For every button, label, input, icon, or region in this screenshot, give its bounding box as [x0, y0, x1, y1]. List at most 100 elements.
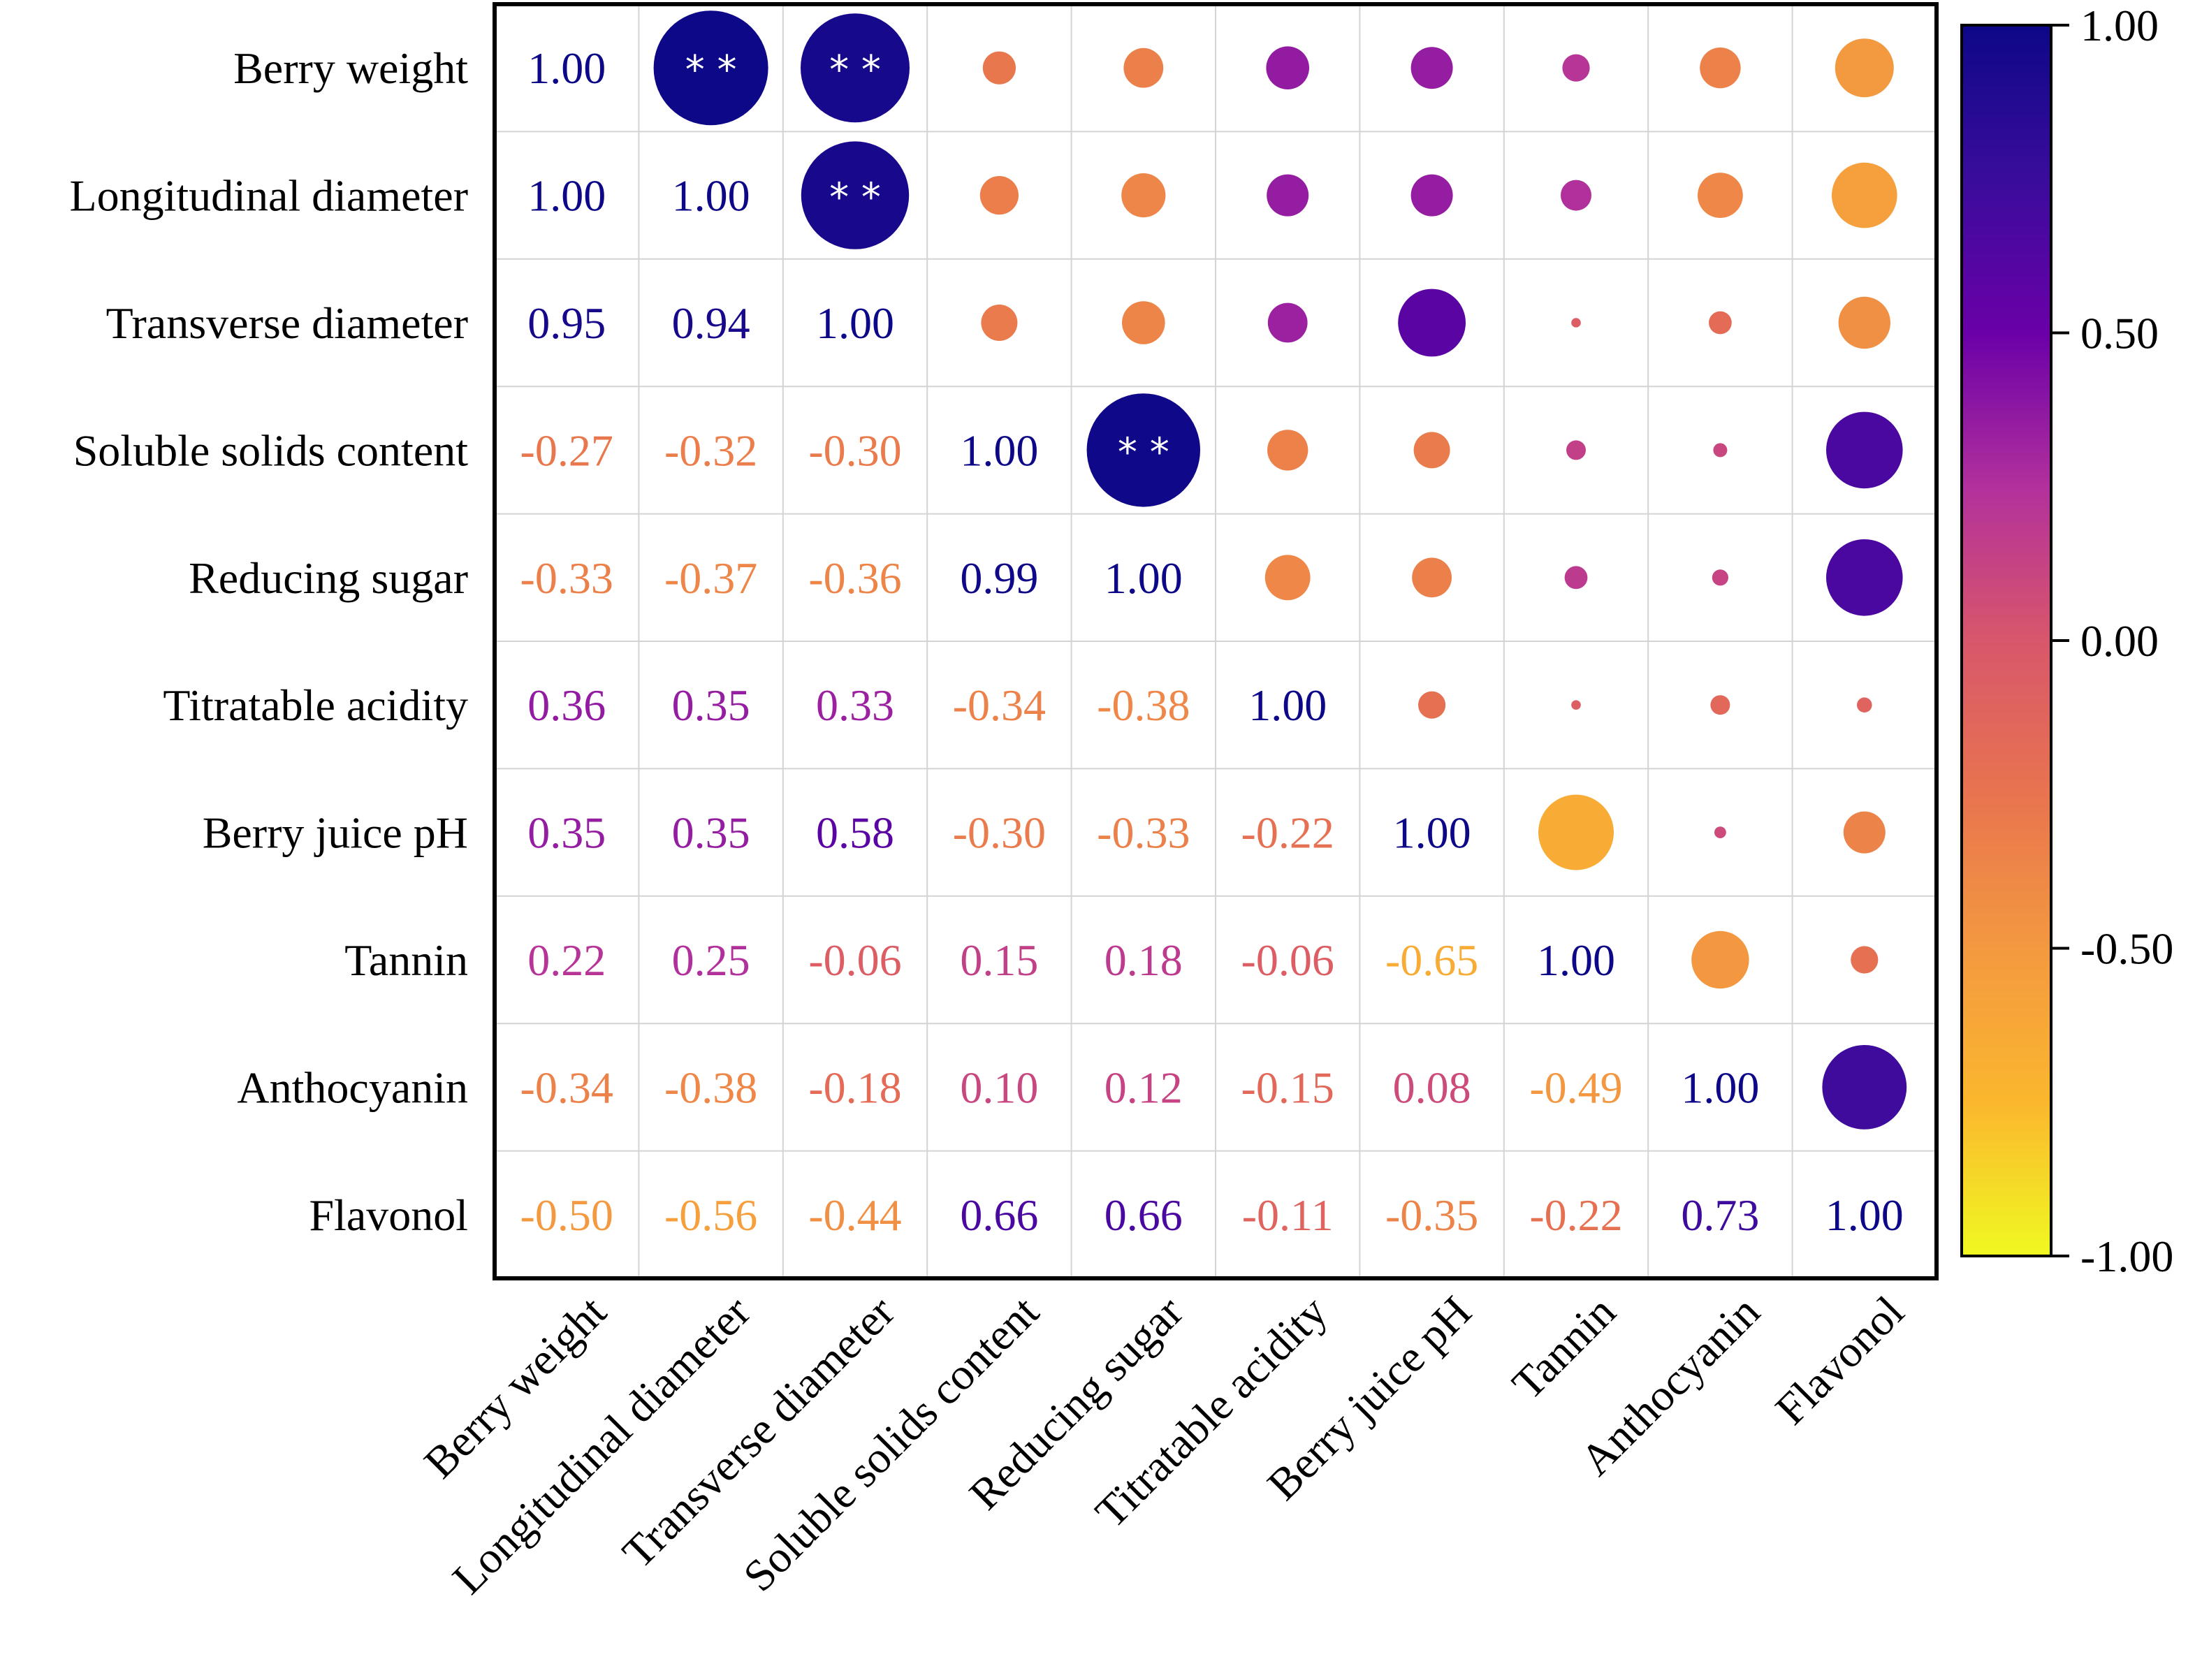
colorbar-tick-label: -1.00: [2080, 1232, 2173, 1281]
corr-circle-titratable-acidity-anthocyanin: [1710, 695, 1730, 715]
corr-circle-longitudinal-diameter-anthocyanin: [1698, 173, 1743, 218]
corr-circle-berry-weight-berry-juice-ph: [1410, 47, 1453, 89]
cell-value-anthocyanin-reducing-sugar: 0.12: [1104, 1062, 1183, 1112]
cell-value-titratable-acidity-transverse-diameter: 0.33: [816, 680, 894, 730]
cell-value-anthocyanin-anthocyanin: 1.00: [1681, 1062, 1759, 1112]
corr-circle-longitudinal-diameter-berry-juice-ph: [1410, 174, 1453, 217]
cell-value-tannin-soluble-solids-content: 0.15: [960, 935, 1038, 985]
cell-value-longitudinal-diameter-berry-weight: 1.00: [527, 171, 606, 221]
significance-marker: * *: [685, 48, 737, 93]
corr-circle-longitudinal-diameter-titratable-acidity: [1267, 174, 1309, 217]
cell-value-reducing-sugar-soluble-solids-content: 0.99: [960, 553, 1038, 603]
corr-circle-berry-weight-transverse-diameter: [801, 13, 910, 123]
cell-value-berry-juice-ph-transverse-diameter: 0.58: [816, 808, 894, 858]
cell-value-flavonol-anthocyanin: 0.73: [1681, 1190, 1759, 1240]
colorbar-tick-label: 1.00: [2080, 1, 2159, 50]
cell-value-flavonol-berry-juice-ph: -0.35: [1385, 1190, 1478, 1240]
colorbar-tick-label: -0.50: [2080, 924, 2173, 974]
cell-value-anthocyanin-transverse-diameter: -0.18: [808, 1062, 901, 1112]
corr-circle-reducing-sugar-titratable-acidity: [1264, 555, 1311, 601]
cell-value-anthocyanin-berry-juice-ph: 0.08: [1393, 1062, 1471, 1112]
cell-value-flavonol-titratable-acidity: -0.11: [1242, 1190, 1334, 1240]
corr-circle-berry-weight-tannin: [1562, 54, 1590, 82]
cell-value-berry-juice-ph-soluble-solids-content: -0.30: [953, 808, 1046, 858]
cell-value-flavonol-berry-weight: -0.50: [520, 1190, 613, 1240]
cell-value-tannin-tannin: 1.00: [1537, 935, 1615, 985]
corr-circle-berry-weight-titratable-acidity: [1266, 46, 1309, 89]
grid-lines: [495, 4, 1937, 1278]
significance-marker: * *: [829, 175, 881, 221]
corr-circle-titratable-acidity-tannin: [1571, 700, 1581, 710]
corr-circle-berry-weight-soluble-solids-content: [982, 51, 1016, 85]
corr-circle-longitudinal-diameter-transverse-diameter: [801, 141, 910, 249]
cell-value-titratable-acidity-longitudinal-diameter: 0.35: [672, 680, 750, 730]
row-label-tannin: Tannin: [344, 935, 468, 985]
cell-value-flavonol-flavonol: 1.00: [1825, 1190, 1904, 1240]
cell-value-longitudinal-diameter-longitudinal-diameter: 1.00: [672, 171, 750, 221]
row-label-longitudinal-diameter: Longitudinal diameter: [70, 171, 469, 221]
cell-value-titratable-acidity-titratable-acidity: 1.00: [1248, 680, 1327, 730]
corr-circle-soluble-solids-content-tannin: [1566, 440, 1586, 460]
corr-circle-reducing-sugar-berry-juice-ph: [1412, 557, 1452, 598]
corr-circle-tannin-anthocyanin: [1691, 930, 1749, 989]
cell-value-berry-juice-ph-longitudinal-diameter: 0.35: [672, 808, 750, 858]
cell-value-tannin-berry-weight: 0.22: [527, 935, 606, 985]
cell-value-berry-juice-ph-titratable-acidity: -0.22: [1241, 808, 1334, 858]
cell-value-tannin-transverse-diameter: -0.06: [808, 935, 901, 985]
cell-value-reducing-sugar-berry-weight: -0.33: [520, 553, 613, 603]
corr-circle-soluble-solids-content-flavonol: [1826, 411, 1903, 489]
corr-circle-berry-weight-reducing-sugar: [1123, 48, 1164, 88]
row-label-berry-juice-ph: Berry juice pH: [203, 808, 468, 858]
corr-circle-soluble-solids-content-reducing-sugar: [1086, 393, 1201, 507]
corr-circle-soluble-solids-content-titratable-acidity: [1267, 430, 1308, 471]
corr-circle-transverse-diameter-tannin: [1571, 318, 1581, 328]
cell-value-soluble-solids-content-transverse-diameter: -0.30: [808, 425, 901, 475]
corr-circle-anthocyanin-flavonol: [1822, 1045, 1907, 1130]
corr-circle-tannin-flavonol: [1851, 946, 1879, 974]
row-label-soluble-solids-content: Soluble solids content: [73, 425, 469, 475]
colorbar: 1.00 0.50 0.00 -0.50 -1.00: [1960, 1, 2173, 1281]
row-label-transverse-diameter: Transverse diameter: [106, 298, 468, 348]
colorbar-gradient: [1960, 24, 2052, 1257]
corr-circle-longitudinal-diameter-soluble-solids-content: [979, 176, 1019, 215]
corr-circle-transverse-diameter-soluble-solids-content: [981, 305, 1018, 341]
cell-value-reducing-sugar-longitudinal-diameter: -0.37: [664, 553, 757, 603]
cell-value-anthocyanin-titratable-acidity: -0.15: [1241, 1062, 1334, 1112]
corr-circle-longitudinal-diameter-tannin: [1561, 180, 1591, 211]
cell-value-soluble-solids-content-longitudinal-diameter: -0.32: [664, 425, 757, 475]
colorbar-tick-label: 0.00: [2080, 616, 2159, 666]
corr-circle-berry-juice-ph-flavonol: [1843, 811, 1886, 854]
cell-value-flavonol-transverse-diameter: -0.44: [808, 1190, 901, 1240]
corr-circle-transverse-diameter-berry-juice-ph: [1398, 288, 1466, 357]
corr-circle-soluble-solids-content-anthocyanin: [1713, 443, 1728, 458]
cell-value-berry-juice-ph-berry-juice-ph: 1.00: [1393, 808, 1471, 858]
cell-value-flavonol-reducing-sugar: 0.66: [1104, 1190, 1183, 1240]
cell-value-transverse-diameter-longitudinal-diameter: 0.94: [672, 298, 750, 348]
cell-value-reducing-sugar-transverse-diameter: -0.36: [808, 553, 901, 603]
cell-value-soluble-solids-content-berry-weight: -0.27: [520, 425, 613, 475]
corr-circle-berry-weight-longitudinal-diameter: [653, 10, 768, 126]
row-label-anthocyanin: Anthocyanin: [237, 1062, 468, 1112]
corr-circle-longitudinal-diameter-reducing-sugar: [1121, 173, 1166, 218]
corr-circle-berry-weight-anthocyanin: [1700, 48, 1741, 89]
corr-circle-berry-juice-ph-tannin: [1538, 794, 1614, 870]
corr-circle-reducing-sugar-tannin: [1564, 566, 1588, 590]
cell-value-flavonol-tannin: -0.22: [1529, 1190, 1622, 1240]
cell-value-tannin-reducing-sugar: 0.18: [1104, 935, 1183, 985]
corr-circle-longitudinal-diameter-flavonol: [1832, 162, 1897, 228]
row-labels: Berry weight Longitudinal diameter Transve…: [70, 43, 469, 1240]
corr-circle-reducing-sugar-anthocyanin: [1712, 569, 1728, 586]
cell-value-tannin-longitudinal-diameter: 0.25: [672, 935, 750, 985]
cell-value-berry-juice-ph-reducing-sugar: -0.33: [1097, 808, 1190, 858]
corr-circle-reducing-sugar-flavonol: [1826, 539, 1903, 616]
corr-circle-transverse-diameter-flavonol: [1838, 296, 1890, 349]
cell-value-anthocyanin-berry-weight: -0.34: [520, 1062, 613, 1112]
cell-value-berry-weight-berry-weight: 1.00: [527, 43, 606, 93]
cell-value-soluble-solids-content-soluble-solids-content: 1.00: [960, 425, 1038, 475]
cell-value-titratable-acidity-reducing-sugar: -0.38: [1097, 680, 1190, 730]
cell-value-flavonol-longitudinal-diameter: -0.56: [664, 1190, 757, 1240]
corr-circle-transverse-diameter-reducing-sugar: [1122, 301, 1165, 344]
